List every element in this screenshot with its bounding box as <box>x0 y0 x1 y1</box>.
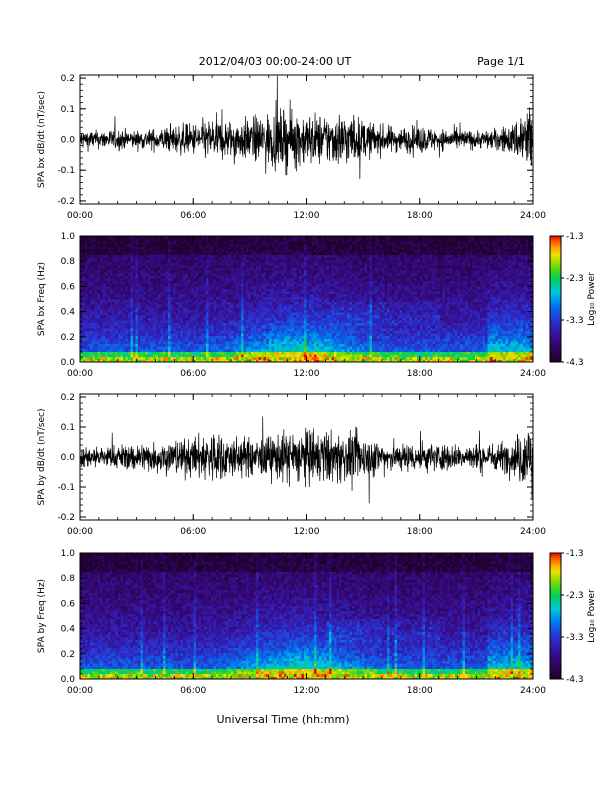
y-tick-label: 0.6 <box>61 282 76 292</box>
x-tick-label: 24:00 <box>520 527 546 537</box>
y-tick-label: 0.1 <box>61 423 75 433</box>
colorbar-scale <box>549 552 562 680</box>
y-tick-label: 0.0 <box>61 453 76 463</box>
y-axis-label: SPA bx dB/dt (nT/sec) <box>37 91 47 188</box>
spectrogram-panel: 00:00 06:00 12:00 18:00 24:00 0.0 0.2 0.4 0.6 0.8… <box>37 232 597 379</box>
y-tick-label: 0.0 <box>61 675 76 685</box>
colorbar-tick-label: -2.3 <box>566 274 584 284</box>
spectrogram-panel: 00:00 06:00 12:00 18:00 24:00 0.0 0.2 0.4 0.6 0.8… <box>37 549 597 696</box>
colorbar-label: Log₁₀ Power <box>587 272 597 326</box>
timeseries-trace <box>80 75 533 180</box>
y-tick-label: 0.4 <box>61 625 76 635</box>
x-tick-label: 00:00 <box>67 527 93 537</box>
timeseries-panel: 00:00 06:00 12:00 18:00 24:00 -0.2 -0.1 0.0 0.1 0… <box>37 74 546 221</box>
colorbar-tick-label: -4.3 <box>566 358 584 368</box>
timeseries-trace <box>80 416 533 504</box>
x-tick-label: 18:00 <box>407 211 433 221</box>
x-tick-label: 06:00 <box>180 527 206 537</box>
spectrogram-cells <box>80 553 534 680</box>
x-tick-label: 12:00 <box>294 527 320 537</box>
y-tick-label: 0.0 <box>61 358 76 368</box>
timeseries-panel: 00:00 06:00 12:00 18:00 24:00 -0.2 -0.1 0.0 0.1 0… <box>37 393 546 537</box>
x-tick-label: 00:00 <box>67 686 93 696</box>
y-tick-label: -0.1 <box>57 483 75 493</box>
x-tick-label: 00:00 <box>67 369 93 379</box>
colorbar-tick-label: -3.3 <box>566 633 584 643</box>
y-tick-label: 0.2 <box>61 74 75 84</box>
colorbar-tick-label: -1.3 <box>566 232 584 242</box>
colorbar: -1.3 -2.3 -3.3 -4.3 Log₁₀ Power <box>549 232 597 368</box>
y-tick-label: 0.6 <box>61 599 76 609</box>
y-tick-label: -0.2 <box>57 513 75 523</box>
x-tick-label: 12:00 <box>294 686 320 696</box>
y-axis-label: SPA bx Freq (Hz) <box>37 262 47 336</box>
y-tick-label: 0.2 <box>61 333 75 343</box>
panels: 00:00 06:00 12:00 18:00 24:00 -0.2 -0.1 0.0 0.1 0… <box>37 74 597 696</box>
y-tick-label: 0.8 <box>61 574 76 584</box>
x-tick-label: 24:00 <box>520 211 546 221</box>
y-axis-label: SPA by Freq (Hz) <box>37 579 47 653</box>
y-tick-label: -0.2 <box>57 197 75 207</box>
x-tick-label: 00:00 <box>67 211 93 221</box>
y-tick-label: 0.1 <box>61 105 75 115</box>
colorbar-tick-label: -1.3 <box>566 549 584 559</box>
x-tick-label: 12:00 <box>294 369 320 379</box>
colorbar: -1.3 -2.3 -3.3 -4.3 Log₁₀ Power <box>549 549 597 685</box>
spectrogram-cells <box>80 236 534 363</box>
x-tick-label: 24:00 <box>520 686 546 696</box>
date-range-title: 2012/04/03 00:00-24:00 UT <box>199 55 352 68</box>
colorbar-label: Log₁₀ Power <box>587 589 597 643</box>
x-tick-label: 24:00 <box>520 369 546 379</box>
y-tick-label: 1.0 <box>61 232 76 242</box>
y-tick-label: 0.2 <box>61 393 75 403</box>
colorbar-tick-label: -3.3 <box>566 316 584 326</box>
page-indicator: Page 1/1 <box>477 55 525 68</box>
x-tick-label: 06:00 <box>180 369 206 379</box>
x-tick-label: 18:00 <box>407 686 433 696</box>
y-tick-label: 0.8 <box>61 257 76 267</box>
colorbar-tick-label: -2.3 <box>566 591 584 601</box>
x-tick-label: 06:00 <box>180 686 206 696</box>
colorbar-scale <box>549 235 562 363</box>
x-tick-label: 06:00 <box>180 211 206 221</box>
y-tick-label: 1.0 <box>61 549 76 559</box>
x-axis-label: Universal Time (hh:mm) <box>217 713 350 726</box>
y-axis-label: SPA by dB/dt (nT/sec) <box>37 409 47 506</box>
colorbar-tick-label: -4.3 <box>566 675 584 685</box>
y-tick-label: 0.0 <box>61 136 76 146</box>
y-tick-label: 0.2 <box>61 650 75 660</box>
y-tick-label: -0.1 <box>57 166 75 176</box>
x-tick-label: 12:00 <box>294 211 320 221</box>
x-tick-label: 18:00 <box>407 527 433 537</box>
x-tick-label: 18:00 <box>407 369 433 379</box>
y-tick-label: 0.4 <box>61 308 76 318</box>
